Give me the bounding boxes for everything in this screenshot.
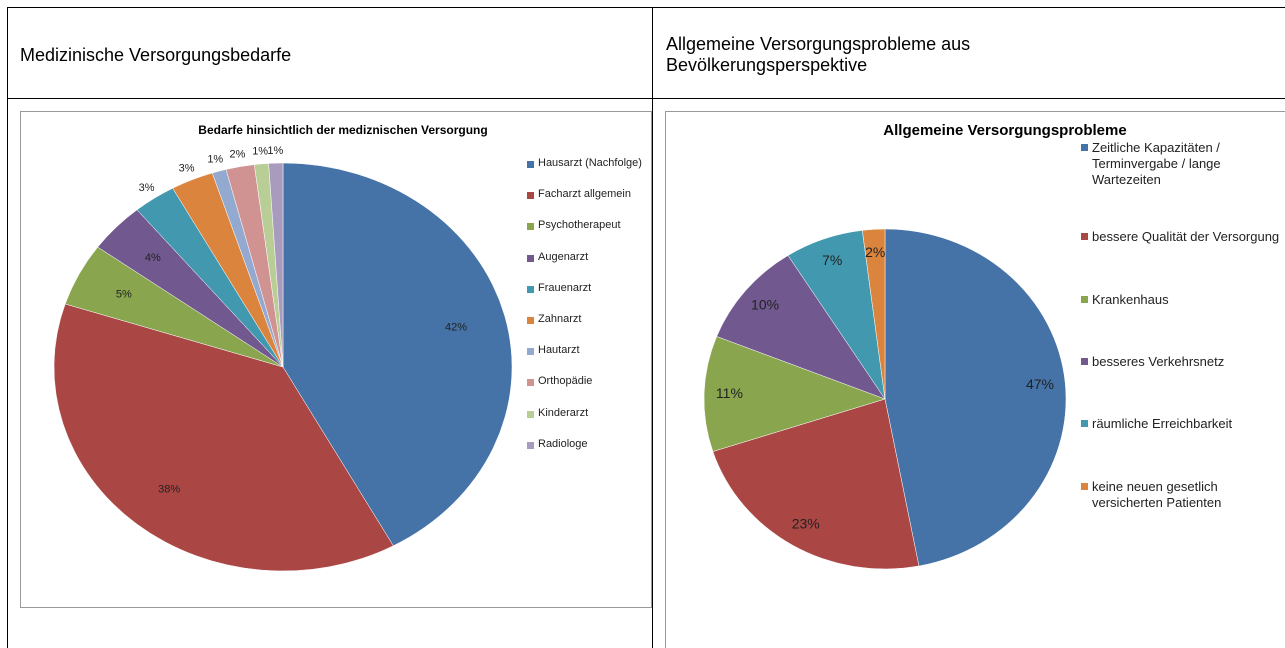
legend-swatch — [527, 161, 534, 168]
chart-title: Bedarfe hinsichtlich der mediznischen Ve… — [198, 123, 487, 137]
pie-slice — [862, 228, 886, 400]
data-label: 42% — [445, 321, 467, 333]
pie-slice — [884, 228, 1067, 567]
pie-slice — [268, 162, 284, 368]
chart-frame: Allgemeine Versorgungsprobleme 47% 23% 11% 1… — [665, 111, 1285, 648]
pie-slice — [53, 303, 394, 572]
legend-swatch — [1081, 483, 1088, 490]
data-label: 3% — [179, 162, 195, 174]
legend-label: keine neuen gesetlich versicherten Patie… — [1092, 479, 1222, 510]
data-label: 11% — [716, 385, 743, 401]
legend-label: Zeitliche Kapazitäten / Terminvergabe / … — [1092, 140, 1221, 187]
chart-frame: Bedarfe hinsichtlich der mediznischen Ve… — [20, 111, 652, 608]
legend-label: Facharzt allgemein — [538, 188, 631, 200]
header-cell: Allgemeine Versorgungsprobleme aus Bevöl… — [666, 34, 971, 75]
legend-swatch — [1081, 144, 1088, 151]
data-label: 1% — [207, 153, 223, 165]
legend-label: Hausarzt (Nachfolge) — [538, 157, 642, 169]
data-label: 38% — [158, 484, 180, 496]
legend-swatch — [1081, 358, 1088, 365]
data-label: 1% — [252, 146, 268, 158]
legend-swatch — [527, 348, 534, 355]
row-divider — [7, 98, 1285, 99]
data-label: 10% — [751, 297, 779, 313]
legend-label: Radiologe — [538, 438, 588, 450]
legend-swatch — [527, 192, 534, 199]
legend-swatch — [1081, 233, 1088, 240]
legend-swatch — [527, 223, 534, 230]
legend-label: besseres Verkehrsnetz — [1092, 354, 1225, 369]
data-label: 5% — [116, 289, 132, 301]
data-label: 4% — [145, 252, 161, 264]
pie-slice — [712, 398, 920, 570]
legend-swatch — [527, 379, 534, 386]
legend-swatch — [527, 411, 534, 418]
pie-slice — [716, 255, 886, 400]
data-label: 1% — [267, 145, 283, 157]
pie-chart: Bedarfe hinsichtlich der mediznischen Ve… — [53, 123, 534, 572]
legend-swatch — [527, 317, 534, 324]
column-divider — [652, 7, 653, 648]
legend-label: räumliche Erreichbarkeit — [1092, 416, 1233, 431]
data-label: 23% — [792, 516, 820, 532]
data-label: 2% — [230, 148, 246, 160]
legend-swatch — [527, 255, 534, 262]
legend-label: Zahnarzt — [538, 313, 582, 325]
pie-slice — [703, 336, 886, 452]
legend-swatch — [527, 286, 534, 293]
legend-label: Krankenhaus — [1092, 292, 1169, 307]
legend-label: Hautarzt — [538, 344, 580, 356]
data-label: 2% — [865, 244, 885, 260]
legend-swatch — [1081, 420, 1088, 427]
legend-label: Kinderarzt — [538, 407, 589, 419]
table-border — [7, 7, 1285, 648]
legend-label: Frauenarzt — [538, 282, 592, 294]
legend-swatch — [527, 442, 534, 449]
legend-swatch — [1081, 296, 1088, 303]
data-label: 47% — [1026, 376, 1054, 392]
legend-label: Psychotherapeut — [538, 219, 621, 231]
legend-label: Orthopädie — [538, 375, 593, 387]
legend-label: Augenarzt — [538, 251, 589, 263]
data-label: 3% — [139, 182, 155, 194]
header-cell: Medizinische Versorgungsbedarfe — [20, 45, 292, 65]
pie-slice — [282, 162, 513, 547]
legend-label: bessere Qualität der Versorgung — [1092, 229, 1280, 244]
data-label: 7% — [822, 252, 842, 268]
pie-chart: Allgemeine Versorgungsprobleme 47% 23% 11% 1… — [703, 122, 1127, 570]
chart-title: Allgemeine Versorgungsprobleme — [883, 122, 1126, 139]
